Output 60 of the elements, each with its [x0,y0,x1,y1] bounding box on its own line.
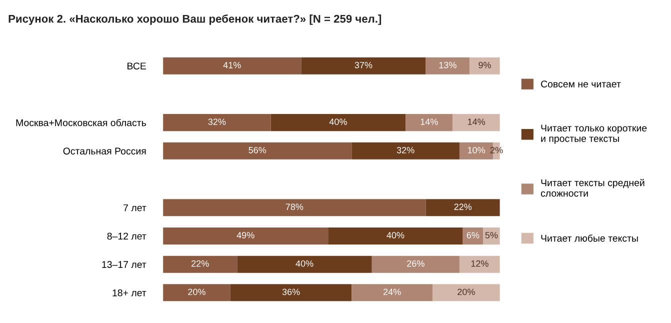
bar [459,256,500,273]
y-tick-label: ВСЕ [128,62,146,70]
bar [352,284,433,302]
data-label: 78% [286,204,304,210]
bar [301,57,426,74]
bar [462,227,484,244]
data-label: 22% [192,260,209,267]
bar [237,256,372,273]
data-label: 56% [248,146,266,154]
data-label: 9% [478,62,491,68]
data-label: 40% [329,118,347,125]
data-label: 6% [466,232,480,238]
bar [163,114,271,132]
chart-title: Рисунок 2. «Насколько хорошо Ваш ребенок читает?» [N = 259 чел.] [8,14,382,25]
bar [432,284,500,302]
data-label: 10% [468,146,486,154]
data-label: 36% [282,288,300,296]
legend-label: Совсем не читает [541,80,621,88]
data-label: 49% [236,232,254,238]
data-label: 20% [458,288,475,296]
data-label: 14% [468,118,486,125]
data-label: 32% [396,146,414,154]
bar [372,256,460,273]
data-label: 24% [384,288,401,296]
data-label: 41% [223,62,241,68]
legend-label: Читает только короткие и простые тексты [541,124,647,144]
data-label: 37% [354,62,372,68]
bar [163,227,328,244]
data-label: 40% [386,232,404,238]
data-label: 22% [454,204,472,210]
data-label: 14% [420,118,438,125]
bar [163,256,238,273]
bar [163,199,426,216]
data-label: 13% [439,62,456,68]
data-label: 40% [296,260,314,267]
data-label: 20% [188,288,206,296]
bar [426,57,470,74]
bar [163,284,230,302]
y-tick-label: 7 лет [124,204,146,212]
data-label: 12% [471,260,488,267]
bar [163,57,302,74]
bar [230,284,352,302]
y-tick-label: 13–17 лет [102,261,146,268]
legend-label: Читает тексты средней сложности [540,178,644,197]
data-label: 26% [407,260,424,267]
y-tick-label: 8–12 лет [107,232,146,240]
y-tick-label: Москва+Московская область [16,118,146,126]
bar [470,57,500,74]
y-tick-label: 18+ лет [112,289,146,296]
bar [270,114,406,132]
bar [328,227,463,244]
bar [452,114,500,132]
bar [163,142,352,160]
bar [406,114,453,132]
bar [352,142,460,160]
data-label: 32% [208,118,226,125]
bar [426,199,500,216]
legend-label: Читает любые тексты [541,234,638,242]
y-tick-label: Остальная Россия [63,148,146,155]
data-label: 5% [485,232,498,238]
